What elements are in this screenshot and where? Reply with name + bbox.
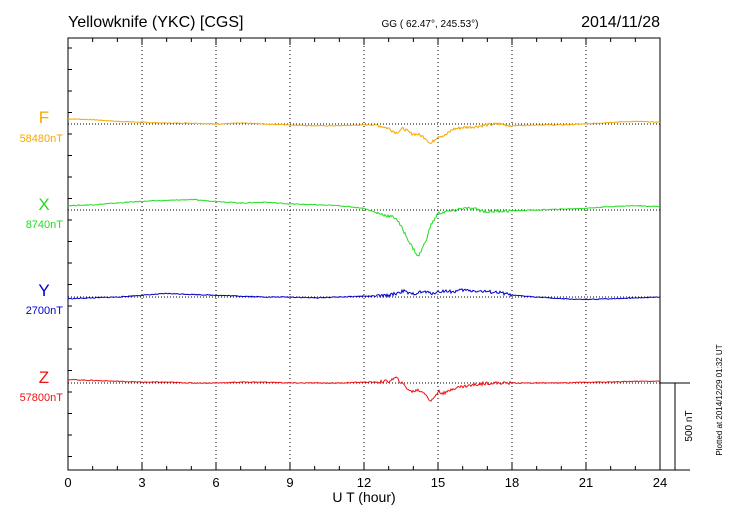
x-tick-label: 12: [357, 475, 371, 490]
series-baseline-label-z: 57800nT: [20, 392, 64, 404]
series-line-x: [67, 198, 661, 257]
x-tick-label: 9: [286, 475, 293, 490]
scale-bar: 500 nT: [660, 382, 695, 471]
series-baseline-label-x: 8740nT: [26, 219, 64, 231]
series-labels: F 58480nT X 8740nT Y 2700nT Z 57800nT: [20, 108, 64, 404]
series-line-f: [68, 118, 661, 145]
series-name-y: Y: [38, 281, 49, 300]
x-tick-label: 3: [138, 475, 145, 490]
x-tick-label: 24: [653, 475, 667, 490]
x-tick-label: 15: [431, 475, 445, 490]
series-line-y: [67, 288, 661, 301]
chart-title: Yellowknife (YKC) [CGS]: [68, 14, 243, 31]
scale-bar-label: 500 nT: [684, 410, 695, 441]
x-tick-label: 0: [64, 475, 71, 490]
grid-lines: [141, 38, 587, 470]
series-name-x: X: [38, 195, 49, 214]
x-tick-label: 6: [212, 475, 219, 490]
x-axis-label: U T (hour): [332, 489, 395, 505]
x-tick-label: 21: [579, 475, 593, 490]
series-lines: [67, 118, 661, 402]
axis-ticks: 0 3 6 9 12 15 18 21 24: [64, 38, 667, 490]
plotted-timestamp: Plotted at 2014/12/29 01:32 UT: [715, 344, 724, 455]
series-name-f: F: [39, 108, 49, 127]
series-line-z: [67, 376, 661, 402]
station-coordinates: GG ( 62.47°, 245.53°): [382, 19, 479, 30]
x-tick-label: 18: [505, 475, 519, 490]
series-name-z: Z: [39, 368, 49, 387]
series-baseline-label-f: 58480nT: [20, 133, 64, 145]
chart-date: 2014/11/28: [581, 14, 660, 31]
series-baseline-label-y: 2700nT: [26, 305, 64, 317]
